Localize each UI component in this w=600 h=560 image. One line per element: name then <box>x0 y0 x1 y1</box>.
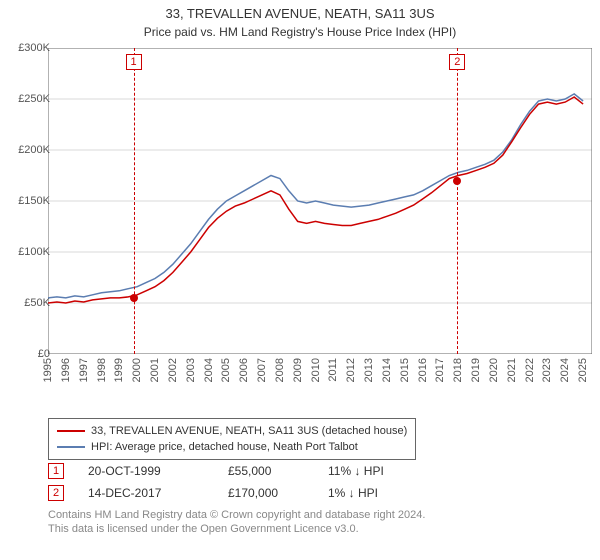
footer-line-2: This data is licensed under the Open Gov… <box>48 522 425 536</box>
y-tick-label: £50K <box>6 297 50 309</box>
sale-marker-2-icon: 2 <box>48 485 64 501</box>
legend-swatch-subject <box>57 430 85 432</box>
legend-label-subject: 33, TREVALLEN AVENUE, NEATH, SA11 3US (d… <box>91 423 407 439</box>
x-tick-label: 2005 <box>220 358 232 382</box>
x-tick-label: 2008 <box>274 358 286 382</box>
chart-title-sub: Price paid vs. HM Land Registry's House … <box>0 25 600 39</box>
sale-dot-icon <box>130 294 138 302</box>
x-tick-label: 2014 <box>381 358 393 382</box>
x-tick-label: 1998 <box>96 358 108 382</box>
x-tick-label: 2021 <box>506 358 518 382</box>
x-tick-label: 2011 <box>327 358 339 382</box>
sale-reference-line <box>457 48 458 354</box>
x-tick-label: 2016 <box>417 358 429 382</box>
x-tick-label: 1996 <box>60 358 72 382</box>
x-tick-label: 2000 <box>131 358 143 382</box>
y-tick-label: £100K <box>6 246 50 258</box>
x-tick-label: 1999 <box>113 358 125 382</box>
x-tick-label: 2013 <box>363 358 375 382</box>
sale-marker-1-icon: 1 <box>48 463 64 479</box>
x-tick-label: 2019 <box>470 358 482 382</box>
x-tick-label: 2009 <box>292 358 304 382</box>
footer-line-1: Contains HM Land Registry data © Crown c… <box>48 508 425 522</box>
x-tick-label: 2015 <box>399 358 411 382</box>
x-tick-label: 2020 <box>488 358 500 382</box>
legend-item-subject: 33, TREVALLEN AVENUE, NEATH, SA11 3US (d… <box>57 423 407 439</box>
x-tick-label: 2004 <box>203 358 215 382</box>
x-tick-label: 2002 <box>167 358 179 382</box>
footer: Contains HM Land Registry data © Crown c… <box>48 508 425 536</box>
x-tick-label: 2012 <box>345 358 357 382</box>
y-tick-label: £250K <box>6 93 50 105</box>
chart-title-address: 33, TREVALLEN AVENUE, NEATH, SA11 3US <box>0 6 600 21</box>
sale-1-delta: 11% ↓ HPI <box>328 464 428 478</box>
x-tick-label: 2010 <box>310 358 322 382</box>
x-tick-label: 2001 <box>149 358 161 382</box>
x-tick-label: 2017 <box>434 358 446 382</box>
sale-dot-icon <box>453 177 461 185</box>
sales-row-1: 1 20-OCT-1999 £55,000 11% ↓ HPI <box>48 460 428 482</box>
legend-label-hpi: HPI: Average price, detached house, Neat… <box>91 439 358 455</box>
sale-marker-plot-icon: 2 <box>449 54 465 70</box>
legend-item-hpi: HPI: Average price, detached house, Neat… <box>57 439 407 455</box>
sales-table: 1 20-OCT-1999 £55,000 11% ↓ HPI 2 14-DEC… <box>48 460 428 504</box>
sale-2-delta: 1% ↓ HPI <box>328 486 428 500</box>
x-tick-label: 2023 <box>541 358 553 382</box>
legend: 33, TREVALLEN AVENUE, NEATH, SA11 3US (d… <box>48 418 416 460</box>
x-tick-label: 1995 <box>42 358 54 382</box>
x-tick-label: 2006 <box>238 358 250 382</box>
x-tick-label: 2022 <box>524 358 536 382</box>
x-tick-label: 2018 <box>452 358 464 382</box>
sale-1-price: £55,000 <box>228 464 328 478</box>
chart-plot <box>48 48 592 354</box>
sale-2-date: 14-DEC-2017 <box>88 486 228 500</box>
sale-marker-plot-icon: 1 <box>126 54 142 70</box>
y-tick-label: £300K <box>6 42 50 54</box>
x-tick-label: 2003 <box>185 358 197 382</box>
x-tick-label: 1997 <box>78 358 90 382</box>
x-tick-label: 2007 <box>256 358 268 382</box>
sale-1-date: 20-OCT-1999 <box>88 464 228 478</box>
sales-row-2: 2 14-DEC-2017 £170,000 1% ↓ HPI <box>48 482 428 504</box>
x-tick-label: 2024 <box>559 358 571 382</box>
legend-swatch-hpi <box>57 446 85 448</box>
y-tick-label: £150K <box>6 195 50 207</box>
x-tick-label: 2025 <box>577 358 589 382</box>
y-tick-label: £200K <box>6 144 50 156</box>
sale-2-price: £170,000 <box>228 486 328 500</box>
sale-reference-line <box>134 48 135 354</box>
